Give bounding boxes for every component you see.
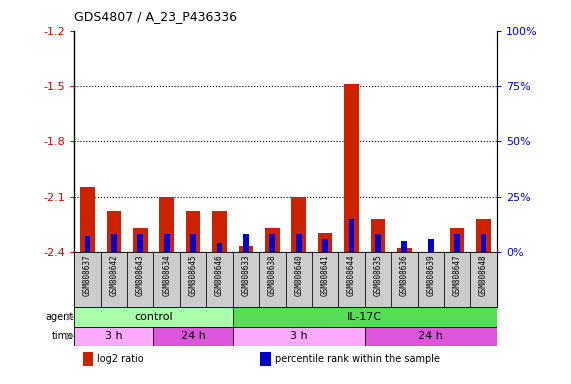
Bar: [138, 234, 143, 252]
Bar: [83, 352, 93, 366]
Text: 24 h: 24 h: [419, 331, 443, 341]
Bar: [154, 252, 180, 307]
Bar: [111, 234, 116, 252]
Text: GSM808641: GSM808641: [320, 255, 329, 296]
Text: GSM808639: GSM808639: [426, 255, 435, 296]
Text: percentile rank within the sample: percentile rank within the sample: [275, 354, 440, 364]
Bar: [80, 187, 95, 252]
Bar: [164, 234, 170, 252]
Bar: [455, 234, 460, 252]
Text: 3 h: 3 h: [290, 331, 308, 341]
Text: agent: agent: [46, 312, 74, 322]
Bar: [100, 252, 127, 307]
Bar: [270, 234, 275, 252]
Bar: [481, 234, 486, 252]
Bar: [375, 234, 381, 252]
Bar: [74, 307, 233, 326]
Bar: [74, 326, 154, 346]
Text: 24 h: 24 h: [180, 331, 206, 341]
Bar: [154, 326, 233, 346]
Text: GSM808638: GSM808638: [268, 255, 277, 296]
Bar: [186, 211, 200, 252]
Text: GSM808636: GSM808636: [400, 255, 409, 296]
Bar: [74, 252, 100, 307]
Bar: [265, 228, 280, 252]
Text: time: time: [51, 331, 74, 341]
Bar: [296, 234, 301, 252]
Bar: [312, 252, 338, 307]
Bar: [216, 243, 222, 252]
Text: GSM808644: GSM808644: [347, 255, 356, 296]
Bar: [450, 228, 464, 252]
Text: GSM808637: GSM808637: [83, 255, 92, 296]
Bar: [286, 252, 312, 307]
Text: GSM808643: GSM808643: [136, 255, 145, 296]
Text: GSM808640: GSM808640: [294, 255, 303, 296]
Bar: [259, 252, 286, 307]
Bar: [444, 252, 471, 307]
Text: IL-17C: IL-17C: [347, 312, 383, 322]
Text: GSM808642: GSM808642: [109, 255, 118, 296]
Bar: [233, 307, 497, 326]
Text: GSM808633: GSM808633: [242, 255, 251, 296]
Text: GDS4807 / A_23_P436336: GDS4807 / A_23_P436336: [74, 10, 237, 23]
Bar: [190, 234, 196, 252]
Bar: [397, 248, 412, 252]
Text: GSM808634: GSM808634: [162, 255, 171, 296]
Text: 3 h: 3 h: [105, 331, 123, 341]
Bar: [239, 247, 253, 252]
Bar: [471, 252, 497, 307]
Bar: [338, 252, 365, 307]
Text: control: control: [134, 312, 173, 322]
Bar: [243, 234, 249, 252]
Bar: [371, 219, 385, 252]
Bar: [260, 352, 271, 366]
Bar: [318, 233, 332, 252]
Bar: [476, 219, 491, 252]
Bar: [127, 252, 154, 307]
Bar: [212, 211, 227, 252]
Bar: [206, 252, 233, 307]
Text: GSM808646: GSM808646: [215, 255, 224, 296]
Bar: [428, 238, 433, 252]
Bar: [133, 228, 147, 252]
Text: GSM808647: GSM808647: [453, 255, 462, 296]
Bar: [344, 84, 359, 252]
Bar: [365, 326, 497, 346]
Bar: [291, 197, 306, 252]
Text: GSM808648: GSM808648: [479, 255, 488, 296]
Bar: [233, 326, 365, 346]
Bar: [85, 237, 90, 252]
Bar: [180, 252, 206, 307]
Bar: [159, 197, 174, 252]
Bar: [233, 252, 259, 307]
Bar: [417, 252, 444, 307]
Bar: [365, 252, 391, 307]
Bar: [391, 252, 417, 307]
Bar: [107, 211, 121, 252]
Text: log2 ratio: log2 ratio: [98, 354, 144, 364]
Bar: [401, 241, 407, 252]
Text: GSM808635: GSM808635: [373, 255, 383, 296]
Bar: [322, 238, 328, 252]
Bar: [349, 219, 355, 252]
Text: GSM808645: GSM808645: [188, 255, 198, 296]
